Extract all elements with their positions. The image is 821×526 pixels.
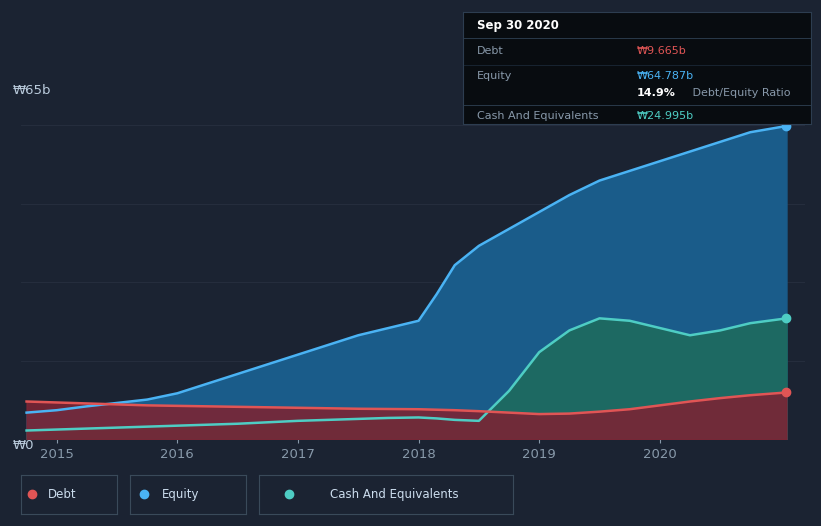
Text: Debt: Debt — [48, 488, 76, 501]
Text: 14.9%: 14.9% — [637, 88, 676, 98]
Text: ₩0: ₩0 — [12, 439, 34, 452]
Text: Debt/Equity Ratio: Debt/Equity Ratio — [689, 88, 791, 98]
Text: ₩24.995b: ₩24.995b — [637, 111, 694, 121]
Text: Equity: Equity — [477, 71, 512, 81]
Text: Sep 30 2020: Sep 30 2020 — [477, 19, 559, 32]
Text: Cash And Equivalents: Cash And Equivalents — [477, 111, 599, 121]
Text: Cash And Equivalents: Cash And Equivalents — [330, 488, 458, 501]
Text: ₩64.787b: ₩64.787b — [637, 71, 694, 81]
Text: Debt: Debt — [477, 46, 503, 56]
Text: ₩9.665b: ₩9.665b — [637, 46, 686, 56]
Text: Equity: Equity — [163, 488, 200, 501]
Text: ₩65b: ₩65b — [12, 84, 51, 97]
